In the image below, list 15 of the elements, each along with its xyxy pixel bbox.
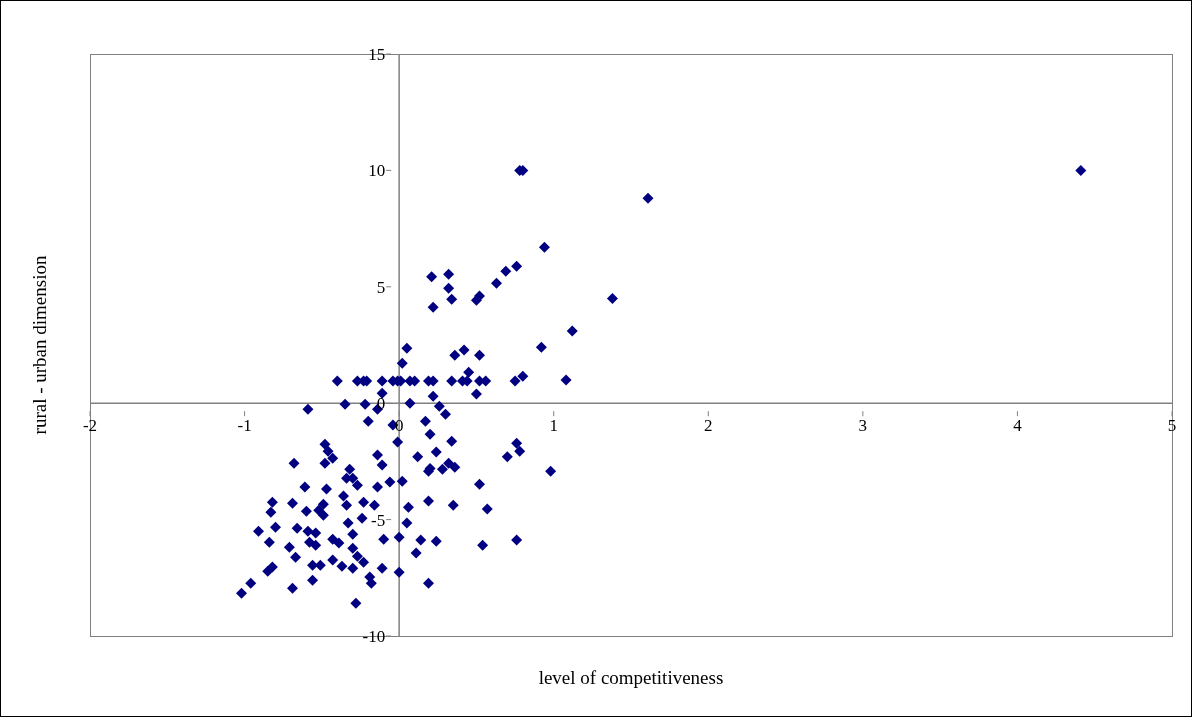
y-tick-label: 5 xyxy=(376,277,386,297)
x-axis-title: level of competitiveness xyxy=(537,667,725,689)
x-tick-label: 3 xyxy=(858,416,868,436)
x-tick-label: 0 xyxy=(394,416,404,436)
y-axis-title: rural - urban dimension xyxy=(29,255,51,435)
y-tick-label: -5 xyxy=(370,510,386,530)
y-tick-label: 10 xyxy=(368,161,386,181)
x-tick-label: 2 xyxy=(704,416,713,436)
x-tick-label: 1 xyxy=(549,416,558,436)
x-tick-label: -2 xyxy=(82,416,98,436)
y-tick-label: -10 xyxy=(362,627,386,646)
y-tick-label: 15 xyxy=(368,45,386,64)
x-tick-label: -1 xyxy=(237,416,252,436)
x-tick-label: 5 xyxy=(1167,416,1177,436)
x-tick-label: 4 xyxy=(1013,416,1023,436)
